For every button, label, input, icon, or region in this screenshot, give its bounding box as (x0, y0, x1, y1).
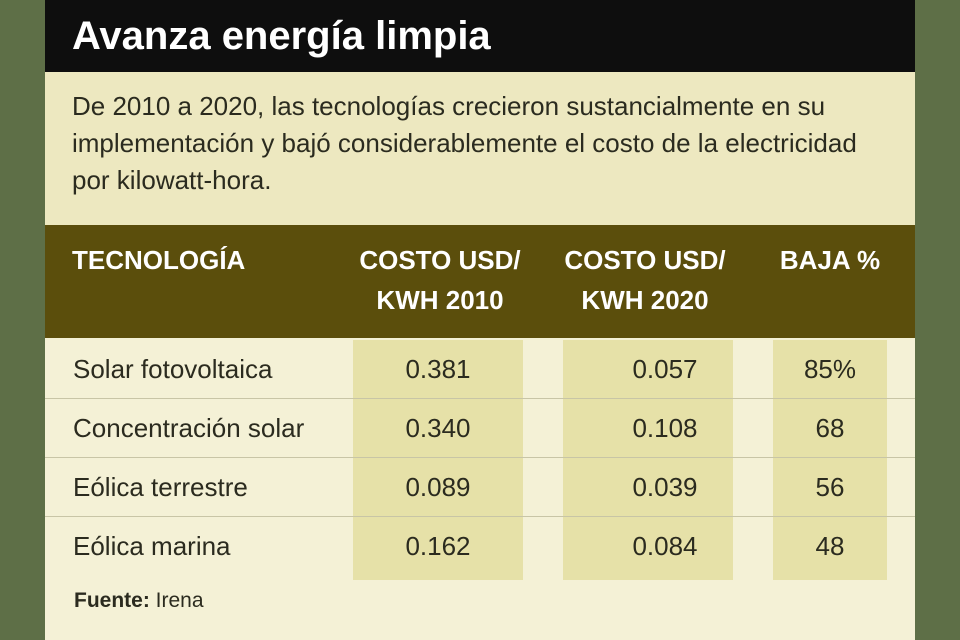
column-highlight (563, 340, 733, 580)
row-label: Eólica terrestre (73, 472, 248, 502)
cell-value: 0.084 (632, 531, 698, 561)
cell-value: 0.340 (405, 413, 471, 443)
source-label: Fuente: (74, 589, 150, 612)
cell-value: 85% (803, 354, 857, 384)
column-header-line: KWH 2020 (581, 285, 709, 315)
cell-value: 68 (815, 413, 845, 443)
column-header: COSTO USD/KWH 2010 (340, 240, 540, 320)
column-header-line: KWH 2010 (376, 285, 504, 315)
cell-value: 0.162 (405, 531, 471, 561)
intro-text: De 2010 a 2020, las tecnologías creciero… (72, 91, 857, 195)
cell-value: 0.108 (632, 413, 698, 443)
table-header-background (45, 225, 915, 338)
row-label: Eólica marina (73, 531, 231, 561)
column-highlight (773, 340, 887, 580)
cell-value: 0.089 (405, 472, 471, 502)
row-separator (45, 457, 915, 458)
cell-value: 0.057 (632, 354, 698, 384)
column-header-line: COSTO USD/ (564, 245, 726, 275)
cell-value: 0.039 (632, 472, 698, 502)
cell-value: 48 (815, 531, 845, 561)
source-text: Irena (155, 589, 204, 612)
column-header-line: BAJA % (779, 245, 881, 275)
column-header: TECNOLOGÍA (72, 240, 245, 280)
column-header: BAJA % (765, 240, 895, 280)
column-header: COSTO USD/KWH 2020 (550, 240, 740, 320)
cell-value: 0.381 (405, 354, 471, 384)
title: Avanza energía limpia (72, 14, 491, 58)
column-header-line: TECNOLOGÍA (72, 245, 246, 275)
column-highlight (353, 340, 523, 580)
row-separator (45, 398, 915, 399)
column-header-line: COSTO USD/ (359, 245, 521, 275)
cell-value: 56 (815, 472, 845, 502)
row-separator (45, 516, 915, 517)
source: Fuente: Irena (74, 588, 204, 614)
title-bar (45, 0, 915, 72)
intro-background (45, 72, 915, 225)
row-label: Concentración solar (73, 413, 305, 443)
row-label: Solar fotovoltaica (73, 354, 273, 384)
